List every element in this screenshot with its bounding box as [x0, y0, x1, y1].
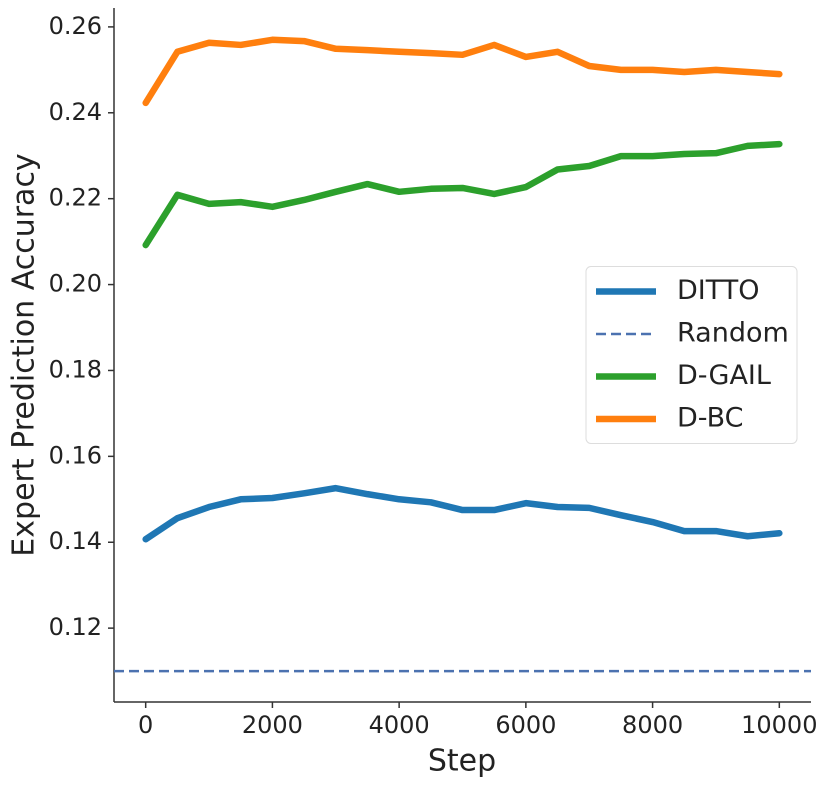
legend-box: [585, 266, 798, 444]
y-tick-label: 0.12: [49, 613, 102, 641]
y-axis-label: Expert Prediction Accuracy: [7, 153, 42, 556]
x-tick-label: 6000: [495, 711, 556, 739]
line-series: [142, 36, 783, 107]
line-series: [142, 140, 783, 249]
y-tick-label: 0.18: [49, 355, 102, 383]
y-tick-label: 0.24: [49, 98, 102, 126]
y-tick-label: 0.16: [49, 441, 102, 469]
x-tick-label: 4000: [369, 711, 430, 739]
x-tick-label: 0: [138, 711, 153, 739]
y-tick-label: 0.14: [49, 527, 102, 555]
x-tick-label: 8000: [622, 711, 683, 739]
x-axis-label: Step: [428, 744, 496, 779]
x-tick-label: 10000: [741, 711, 817, 739]
legend-label: D-BC: [677, 403, 743, 434]
legend-label: D-GAIL: [677, 360, 771, 391]
y-tick-label: 0.20: [49, 270, 102, 298]
legend-label: DITTO: [677, 275, 760, 306]
legend-label: Random: [677, 318, 789, 349]
line-series: [142, 484, 783, 543]
x-tick-label: 2000: [242, 711, 303, 739]
y-tick-label: 0.22: [49, 184, 102, 212]
y-tick-label: 0.26: [49, 12, 102, 40]
